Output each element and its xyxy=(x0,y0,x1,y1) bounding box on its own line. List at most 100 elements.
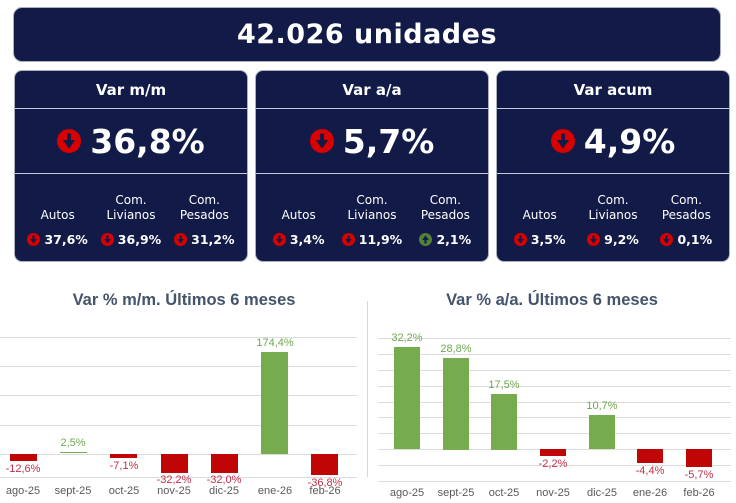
trend-down-icon xyxy=(272,233,286,246)
breakdown-label: Autos xyxy=(40,207,75,222)
gridline xyxy=(378,481,731,482)
trend-up-icon xyxy=(419,233,433,246)
breakdown-com-livianos: Com. Livianos 9,2% xyxy=(576,174,649,247)
breakdown-value-row: 36,9% xyxy=(100,232,162,247)
category-label: dic-25 xyxy=(209,485,239,497)
breakdown-label: Autos xyxy=(281,207,316,222)
gridline xyxy=(378,338,731,339)
breakdown-value: 3,5% xyxy=(530,232,566,247)
category-label: ene-26 xyxy=(257,485,293,497)
gridline xyxy=(378,386,731,387)
trend-down-icon xyxy=(550,129,575,153)
bar-nov-25[interactable] xyxy=(161,454,188,473)
kpi-card-title: Var acum xyxy=(497,71,729,109)
trend-down-icon xyxy=(100,233,114,246)
value-label: 28,8% xyxy=(440,343,472,355)
breakdown-com-pesados: Com. Pesados 0,1% xyxy=(650,174,723,247)
breakdown-value-row: 37,6% xyxy=(27,232,88,247)
breakdown-com-livianos: Com. Livianos 36,9% xyxy=(94,174,167,247)
value-label: 32,2% xyxy=(391,332,423,344)
value-label: -32,2% xyxy=(156,474,192,486)
breakdown-value-row: 31,2% xyxy=(174,232,235,247)
value-label: -32,0% xyxy=(206,474,242,486)
trend-down-icon xyxy=(513,233,527,246)
trend-down-icon xyxy=(309,129,334,153)
value-label: -5,7% xyxy=(684,469,714,481)
value-label: -36,8% xyxy=(307,477,343,489)
breakdown-value-row: 3,4% xyxy=(272,232,325,247)
kpi-main-value-row: 4,9% xyxy=(497,109,729,174)
bar-feb-26[interactable] xyxy=(686,449,712,467)
gridline xyxy=(378,433,731,434)
category-label: ago-25 xyxy=(5,485,41,497)
breakdown-com-livianos: Com. Livianos 11,9% xyxy=(335,174,408,247)
kpi-card-title: Var a/a xyxy=(256,71,488,109)
category-label: sept-25 xyxy=(54,485,92,497)
breakdown-value-row: 3,5% xyxy=(513,232,566,247)
breakdown-com-pesados: Com. Pesados 31,2% xyxy=(168,174,241,247)
breakdown-label: Com. Livianos xyxy=(347,193,397,222)
bar-ene-26[interactable] xyxy=(637,449,663,463)
category-label: oct-25 xyxy=(488,487,520,499)
breakdown-label: Com. Livianos xyxy=(588,193,638,222)
bar-ago-25[interactable] xyxy=(10,454,37,461)
kpi-main-value-row: 5,7% xyxy=(256,109,488,174)
kpi-card-var-aa: Var a/a 5,7% Autos 3,4% Com. Livianos 11… xyxy=(255,70,489,262)
gridline xyxy=(0,337,357,338)
breakdown-value: 31,2% xyxy=(191,232,235,247)
breakdown-value: 11,9% xyxy=(358,232,403,247)
breakdown-autos: Autos 3,5% xyxy=(503,174,576,247)
gridline xyxy=(0,395,357,396)
breakdown-value: 0,1% xyxy=(677,232,713,247)
kpi-main-value: 5,7% xyxy=(342,121,435,161)
category-label: ene-26 xyxy=(632,487,668,499)
breakdown-label: Autos xyxy=(522,207,557,222)
category-label: nov-25 xyxy=(157,485,191,497)
bar-oct-25[interactable] xyxy=(491,394,517,450)
breakdown-label: Com. Pesados xyxy=(420,193,470,222)
charts-row: Var % m/m. Últimos 6 meses -12,6% ago-25 2… xyxy=(0,285,736,503)
trend-down-icon xyxy=(341,233,355,246)
breakdown-autos: Autos 37,6% xyxy=(21,174,94,247)
bar-dic-25[interactable] xyxy=(211,454,238,473)
bar-nov-25[interactable] xyxy=(540,449,566,456)
gridline xyxy=(378,402,731,403)
total-units-banner: 42.026 unidades xyxy=(13,7,721,62)
total-units-value: 42.026 unidades xyxy=(236,19,498,50)
chart-divider xyxy=(367,301,368,477)
bar-ago-25[interactable] xyxy=(394,347,420,449)
chart-var-aa: Var % a/a. Últimos 6 meses 32,2% ago-25 28… xyxy=(368,285,736,503)
gridline xyxy=(378,465,731,466)
kpi-main-value: 36,8% xyxy=(90,121,205,161)
kpi-card-title: Var m/m xyxy=(15,71,247,109)
bar-oct-25[interactable] xyxy=(110,454,137,458)
bar-dic-25[interactable] xyxy=(589,415,615,449)
value-label: 2,5% xyxy=(60,437,86,449)
value-label: -7,1% xyxy=(109,460,139,472)
bar-sept-25[interactable] xyxy=(60,452,87,453)
category-label: nov-25 xyxy=(536,487,570,499)
breakdown-value-row: 9,2% xyxy=(587,232,639,247)
gridline xyxy=(0,425,357,426)
breakdown-value: 37,6% xyxy=(44,232,88,247)
breakdown-value: 36,9% xyxy=(117,232,162,247)
gridline xyxy=(0,366,357,367)
value-label: -4,4% xyxy=(635,465,665,477)
breakdown-autos: Autos 3,4% xyxy=(262,174,335,247)
kpi-main-value-row: 36,8% xyxy=(15,109,247,174)
chart-var-mm: Var % m/m. Últimos 6 meses -12,6% ago-25 2… xyxy=(0,285,368,503)
trend-down-icon xyxy=(587,233,601,246)
breakdown-value-row: 2,1% xyxy=(419,232,471,247)
breakdown-label: Com. Livianos xyxy=(106,193,156,222)
category-label: feb-26 xyxy=(683,487,715,499)
bar-sept-25[interactable] xyxy=(443,358,469,450)
bar-feb-26[interactable] xyxy=(311,454,338,475)
breakdown-com-pesados: Com. Pesados 2,1% xyxy=(409,174,482,247)
gridline xyxy=(378,417,731,418)
bar-ene-26[interactable] xyxy=(261,352,288,454)
kpi-main-value: 4,9% xyxy=(583,121,676,161)
breakdown-value: 2,1% xyxy=(436,232,472,247)
kpi-breakdown: Autos 37,6% Com. Livianos 36,9% Com. Pes… xyxy=(15,174,247,261)
category-label: sept-25 xyxy=(437,487,475,499)
